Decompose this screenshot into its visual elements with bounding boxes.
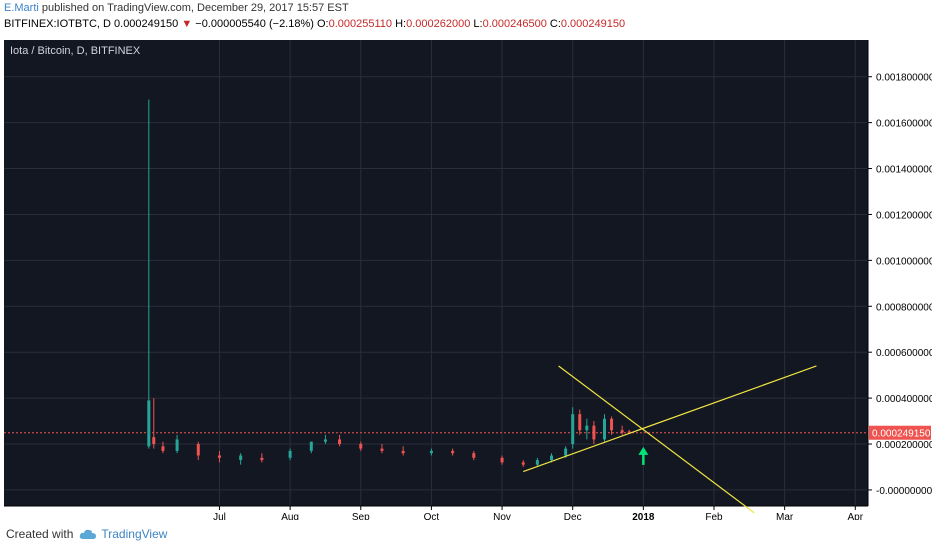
low-value: 0.000246500	[482, 18, 547, 30]
high-value: 0.000262000	[406, 18, 471, 30]
close-label: C:	[549, 18, 561, 30]
up-arrow-head	[638, 446, 649, 455]
tradingview-link[interactable]: TradingView	[101, 527, 168, 541]
created-with-label: Created with	[6, 527, 74, 541]
open-value: 0.000255110	[328, 18, 393, 30]
candle-down	[627, 431, 631, 433]
trendline	[523, 365, 817, 473]
last-price-tag	[869, 425, 931, 440]
candle-up	[602, 418, 606, 440]
open-label: O:	[316, 18, 329, 30]
candle-down	[196, 444, 200, 456]
y-tick-label: 0.001000000	[876, 256, 932, 267]
plot-background	[4, 40, 868, 506]
x-tick-label: Sep	[352, 512, 370, 520]
candle-up	[550, 455, 554, 461]
x-tick-label: Nov	[493, 512, 511, 520]
last-price-tag-label: 0.000249150	[872, 429, 931, 440]
y-tick-label: -0.000000000	[876, 486, 932, 497]
candle-down	[500, 457, 504, 463]
candle-down	[359, 444, 363, 449]
publish-text: published on TradingView.com, December 2…	[41, 2, 349, 14]
price-change: −0.000005540 (−2.18%)	[195, 18, 314, 30]
x-tick-label: Aug	[281, 512, 299, 520]
candle-down	[472, 453, 476, 458]
down-arrow-icon: ▼	[181, 18, 193, 30]
symbol-label: BITFINEX:IOTBTC, D	[4, 18, 111, 30]
candle-down	[401, 450, 405, 454]
x-tick-label: Apr	[848, 512, 864, 520]
candle-down	[578, 414, 582, 431]
y-tick-label: 0.001400000	[876, 165, 932, 176]
trendline	[558, 365, 755, 514]
candle-down	[521, 462, 525, 465]
high-label: H:	[395, 18, 407, 30]
candle-up	[175, 439, 179, 451]
chart-title: Iota / Bitcoin, D, BITFINEX	[10, 45, 141, 57]
candle-down	[152, 437, 156, 445]
y-tick-label: 0.000400000	[876, 394, 932, 405]
current-price: 0.000249150	[114, 18, 179, 30]
candle-up	[571, 414, 575, 445]
y-tick-label: 0.001200000	[876, 210, 932, 221]
y-tick-label: 0.000200000	[876, 440, 932, 451]
publish-info: E.Marti published on TradingView.com, De…	[4, 2, 349, 14]
candle-down	[380, 448, 384, 451]
candle-down	[161, 446, 165, 451]
y-tick-label: 0.000800000	[876, 302, 932, 313]
candle-down	[592, 425, 596, 440]
candle-up	[429, 450, 433, 454]
footer: Created with TradingView	[6, 527, 167, 541]
low-label: L:	[473, 18, 483, 30]
x-tick-label: 2018	[632, 512, 655, 520]
candle-down	[620, 430, 624, 433]
candle-up	[309, 441, 313, 451]
y-tick-label: 0.000600000	[876, 348, 932, 359]
x-tick-label: Jul	[213, 512, 226, 520]
candle-down	[338, 439, 342, 445]
tradingview-cloud-icon	[79, 528, 97, 540]
x-tick-label: Feb	[705, 512, 723, 520]
price-chart[interactable]: 0.001800000 0.001600000 0.001400000 0.00120…	[0, 36, 932, 520]
candle-down	[217, 455, 221, 458]
x-tick-label: Mar	[776, 512, 794, 520]
close-value: 0.000249150	[560, 18, 626, 30]
candle-down	[610, 418, 614, 431]
symbol-quote-line: BITFINEX:IOTBTC, D 0.000249150 ▼ −0.0000…	[4, 18, 625, 30]
author-link[interactable]: E.Marti	[4, 2, 39, 14]
candle-up	[535, 460, 539, 465]
candle-down	[451, 450, 455, 454]
x-tick-label: Oct	[424, 512, 440, 520]
candle-up	[564, 448, 568, 456]
candle-up	[147, 400, 151, 447]
candle-up	[585, 425, 589, 431]
y-tick-label: 0.001600000	[876, 119, 932, 130]
candle-down	[260, 457, 264, 461]
candle-up	[239, 455, 243, 461]
y-tick-label: 0.001800000	[876, 73, 932, 84]
candle-up	[288, 450, 292, 458]
x-tick-label: Dec	[564, 512, 582, 520]
candle-up	[323, 439, 327, 442]
